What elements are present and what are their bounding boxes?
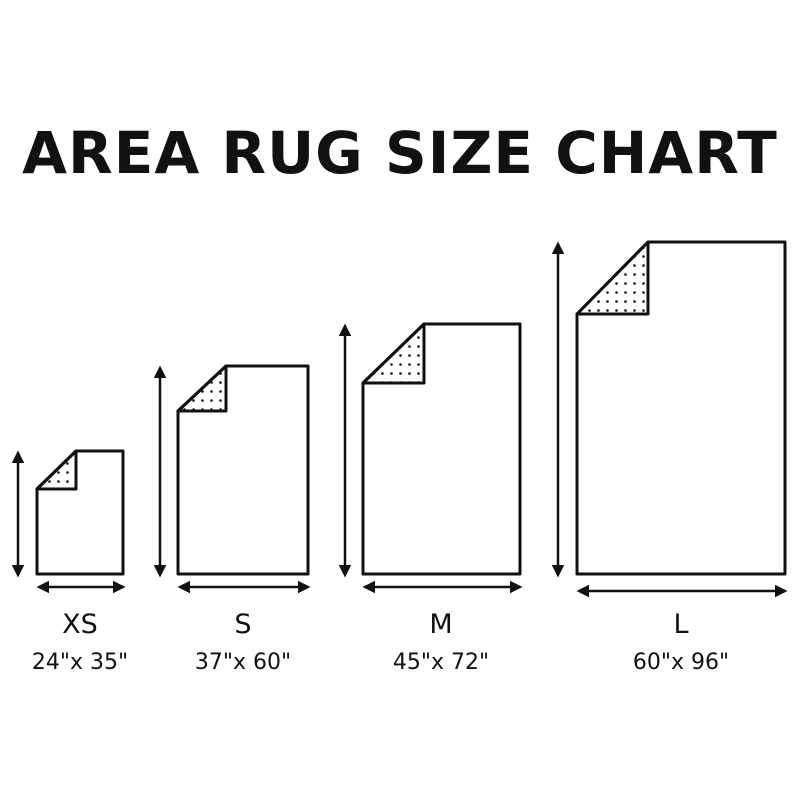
- size-label-m: M: [429, 609, 453, 640]
- chart-title: AREA RUG SIZE CHART: [22, 119, 778, 187]
- folded-corner-s: [176, 364, 228, 413]
- dimensions-xs: 24"x 35": [31, 650, 129, 675]
- folded-corner-m: [361, 322, 426, 385]
- size-label-s: S: [234, 609, 252, 640]
- folded-corner-l: [575, 240, 650, 316]
- dimensions-m: 45"x 72": [392, 650, 490, 675]
- size-label-l: L: [673, 609, 689, 640]
- dimensions-l: 60"x 96": [632, 650, 730, 675]
- size-label-xs: XS: [62, 609, 98, 640]
- rug-outline-xs: [35, 449, 125, 576]
- dimensions-s: 37"x 60": [194, 650, 292, 675]
- folded-corner-xs: [35, 449, 78, 491]
